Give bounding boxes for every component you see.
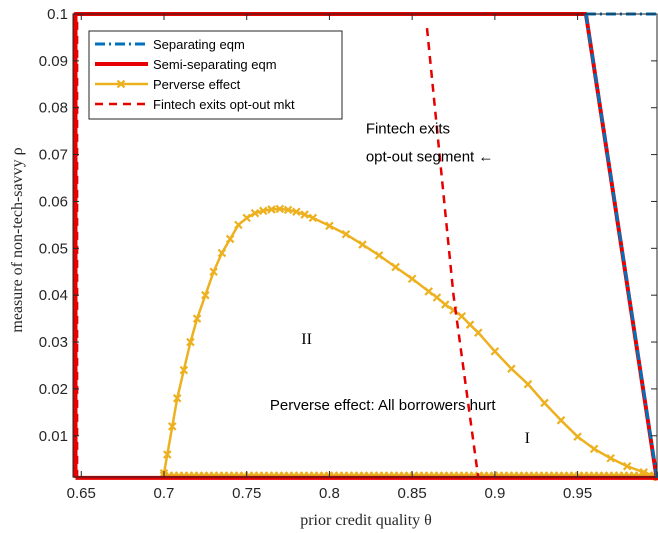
legend: Separating eqm Semi-separating eqm Pervers…: [88, 30, 343, 120]
y-tick-label: 0.1: [47, 6, 68, 23]
perverse-marker: [292, 207, 301, 217]
perverse-marker: [172, 393, 182, 403]
perverse-marker: [556, 416, 566, 425]
y-tick-label: 0.06: [39, 193, 68, 210]
legend-box: [88, 30, 343, 120]
perverse-marker: [167, 422, 177, 431]
x-axis-label: prior credit quality θ: [300, 512, 432, 529]
perverse-marker: [589, 444, 599, 454]
x-tick-label: 0.65: [67, 485, 96, 502]
perverse-marker: [300, 210, 309, 219]
perverse-marker: [192, 314, 202, 323]
x-tick-label: 0.7: [154, 485, 175, 502]
annotation-layer: Fintech exits opt-out segment ← II Perverse…: [270, 120, 530, 446]
perverse-marker: [573, 432, 582, 441]
y-tick-label: 0.09: [39, 53, 68, 70]
perverse-marker: [523, 379, 533, 389]
perverse-marker: [391, 262, 400, 272]
series-line-2: [162, 207, 658, 479]
legend-label: Semi-separating eqm: [153, 57, 277, 72]
axes-box: [72, 13, 658, 478]
perverse-marker: [217, 248, 227, 258]
annotation: Fintech exits: [366, 120, 450, 137]
y-tick-label: 0.03: [39, 334, 68, 351]
y-tick-label: 0.01: [39, 428, 68, 445]
perverse-marker: [540, 398, 549, 408]
perverse-marker: [432, 293, 442, 302]
y-tick-label: 0.04: [39, 287, 68, 304]
perverse-marker: [209, 267, 218, 277]
y-tick-label: 0.05: [39, 240, 68, 257]
perverse-marker: [474, 328, 483, 337]
perverse-marker: [179, 365, 189, 375]
perverse-marker: [374, 251, 384, 260]
perverse-marker: [606, 453, 615, 463]
annotation: II: [301, 331, 312, 348]
y-tick-label: 0.08: [39, 100, 68, 117]
perverse-marker: [308, 213, 318, 223]
legend-label: Separating eqm: [153, 37, 245, 52]
perverse-marker: [325, 221, 334, 231]
y-tick-label: 0.07: [39, 147, 68, 164]
perverse-marker: [186, 337, 195, 347]
perverse-marker: [622, 461, 632, 471]
perverse-marker: [507, 364, 516, 374]
x-tick-label: 0.85: [398, 485, 427, 502]
perverse-marker: [424, 287, 433, 296]
perverse-marker: [465, 320, 475, 329]
legend-marker: [116, 79, 126, 89]
perverse-marker: [163, 450, 172, 459]
y-axis-label: measure of non-tech-savvy ρ: [9, 147, 26, 332]
legend-label: Fintech exits opt-out mkt: [153, 97, 295, 112]
perverse-marker: [234, 220, 243, 230]
perverse-marker: [225, 234, 235, 244]
perverse-marker: [457, 311, 467, 321]
annotation: I: [525, 430, 530, 447]
annotation: Perverse effect: All borrowers hurt: [270, 397, 496, 414]
axes-layer: [72, 13, 658, 478]
y-tick-label: 0.02: [39, 381, 68, 398]
x-tick-label: 0.75: [232, 485, 261, 502]
perverse-marker: [250, 208, 260, 218]
x-tick-label: 0.95: [563, 485, 592, 502]
perverse-marker: [490, 347, 500, 356]
annotation: opt-out segment ←: [366, 149, 494, 166]
perverse-marker: [440, 300, 450, 309]
perverse-marker: [358, 240, 367, 249]
perverse-marker: [407, 274, 417, 284]
series-line-0: [584, 13, 658, 479]
series-line-3: [425, 27, 480, 479]
perverse-marker: [283, 205, 293, 215]
perverse-marker: [242, 213, 251, 223]
x-tick-label: 0.8: [319, 485, 340, 502]
x-tick-label: 0.9: [484, 485, 505, 502]
perverse-marker: [258, 206, 268, 216]
perverse-marker: [201, 290, 210, 300]
perverse-marker: [275, 204, 285, 214]
perverse-marker: [341, 229, 351, 239]
tick-layer: 0.65 0.7 0.75 0.8 0.85 0.9 0.95 0.01 0.02 0.03 0.0…: [39, 6, 657, 502]
perverse-marker: [267, 205, 276, 214]
legend-label: Perverse effect: [153, 77, 241, 92]
